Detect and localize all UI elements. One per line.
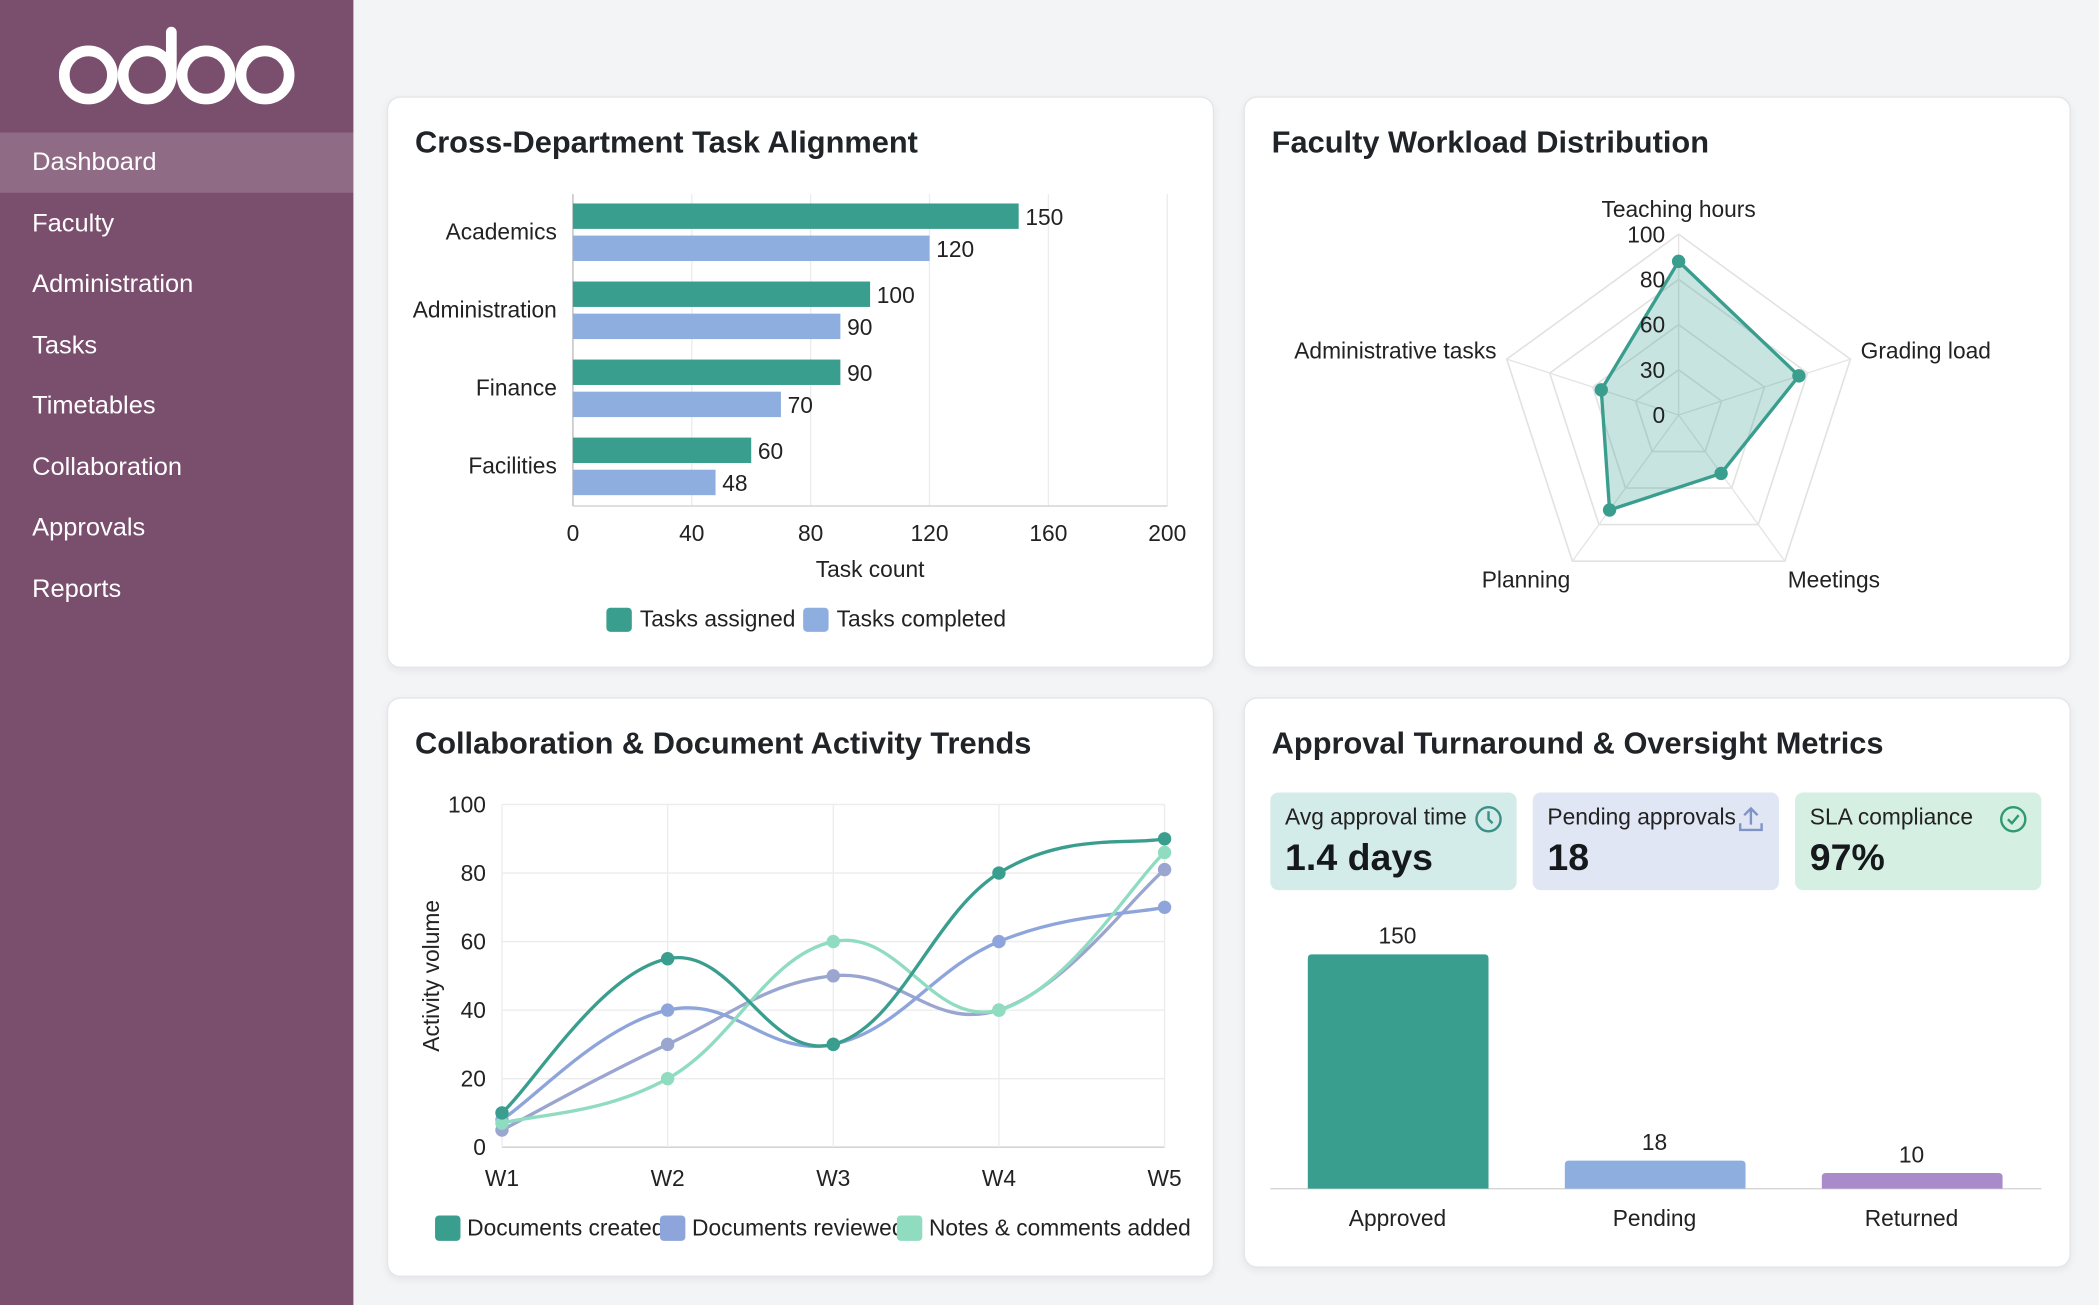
sidebar-item-label: Timetables bbox=[32, 392, 156, 421]
sidebar-item-label: Administration bbox=[32, 270, 194, 299]
sidebar: Dashboard Faculty Administration Tasks Timet… bbox=[0, 0, 354, 1305]
kpi-value: 97% bbox=[1809, 836, 1885, 879]
check-circle-icon bbox=[2000, 805, 2027, 833]
kpi-value: 1.4 days bbox=[1285, 836, 1434, 879]
sidebar-item-administration[interactable]: Administration bbox=[0, 254, 353, 314]
odoo-logo[interactable] bbox=[58, 19, 295, 113]
sidebar-item-label: Dashboard bbox=[32, 148, 157, 177]
kpi-card: Avg approval time 1.4 days bbox=[1270, 792, 1517, 891]
workload-card: Faculty Workload Distribution bbox=[1243, 96, 2071, 668]
activity-trends-card: Collaboration & Document Activity Trends bbox=[386, 697, 1215, 1278]
task-alignment-card: Cross-Department Task Alignment bbox=[386, 96, 1215, 668]
kpi-label: Pending approvals bbox=[1547, 804, 1736, 830]
sidebar-item-faculty[interactable]: Faculty bbox=[0, 193, 353, 253]
kpi-card: Pending approvals 18 bbox=[1532, 792, 1779, 891]
sidebar-item-label: Approvals bbox=[32, 514, 146, 543]
sidebar-item-dashboard[interactable]: Dashboard bbox=[0, 132, 354, 193]
sidebar-item-tasks[interactable]: Tasks bbox=[0, 315, 353, 375]
kpi-card: SLA compliance 97% bbox=[1795, 792, 2042, 891]
approval-metrics-card: Approval Turnaround & Oversight Metrics bbox=[1243, 697, 2071, 1268]
sidebar-item-timetables[interactable]: Timetables bbox=[0, 376, 353, 436]
sidebar-item-approvals[interactable]: Approvals bbox=[0, 498, 353, 558]
kpi-label: SLA compliance bbox=[1809, 804, 1973, 830]
card-title: Collaboration & Document Activity Trends bbox=[414, 725, 1032, 761]
sidebar-item-collaboration[interactable]: Collaboration bbox=[0, 437, 353, 497]
kpi-label: Avg approval time bbox=[1285, 804, 1467, 830]
upload-icon bbox=[1738, 806, 1763, 832]
clock-icon bbox=[1475, 805, 1502, 833]
sidebar-item-label: Reports bbox=[32, 574, 122, 604]
card-title: Faculty Workload Distribution bbox=[1271, 124, 1710, 160]
kpi-value: 18 bbox=[1547, 836, 1590, 879]
sidebar-item-label: Faculty bbox=[32, 209, 115, 238]
sidebar-item-reports[interactable]: Reports bbox=[0, 559, 353, 619]
sidebar-item-label: Collaboration bbox=[32, 453, 183, 482]
card-title: Cross-Department Task Alignment bbox=[414, 124, 918, 160]
sidebar-item-label: Tasks bbox=[32, 331, 98, 360]
card-title: Approval Turnaround & Oversight Metrics bbox=[1271, 725, 1884, 761]
